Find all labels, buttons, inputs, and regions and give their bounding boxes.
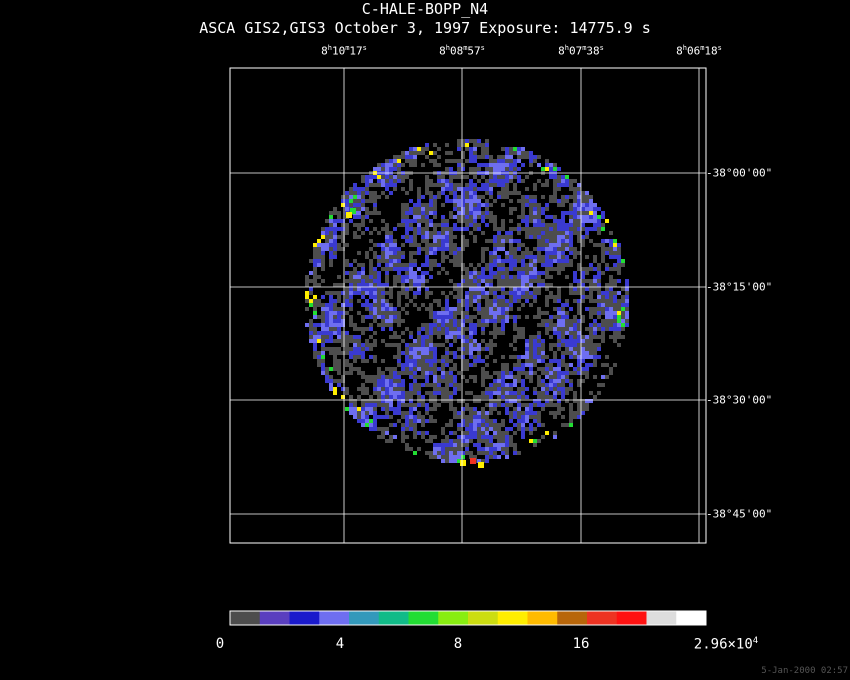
colorbar-label: 16 (572, 636, 590, 652)
xray-image (305, 139, 629, 468)
colorbar-swatch (646, 611, 677, 625)
colorbar-swatch (378, 611, 409, 625)
dec-tick-label: -38°45'00" (706, 507, 773, 521)
ra-tick-label: 8h06m18s (676, 44, 722, 58)
coordinate-grid (230, 68, 706, 543)
colorbar-swatch (676, 611, 707, 625)
dec-tick-label: -38°00'00" (706, 166, 773, 180)
image-title: C-HALE-BOPP_N4 (361, 0, 489, 18)
image-frame (229, 67, 707, 544)
colorbar-swatch (259, 611, 290, 625)
colorbar-swatch (468, 611, 499, 625)
colorbar-swatch (557, 611, 588, 625)
dec-tick-label: -38°15'00" (706, 280, 773, 294)
colorbar-frame (229, 610, 707, 626)
colorbar-label: 8 (453, 636, 463, 652)
colorbar-swatch (587, 611, 618, 625)
colorbar-swatch (289, 611, 320, 625)
colorbar-swatch (230, 611, 261, 625)
colorbar-swatch (319, 611, 350, 625)
timestamp: 5-Jan-2000 02:57 (761, 666, 848, 676)
colorbar-swatch (408, 611, 439, 625)
colorbar-label: 0 (215, 636, 225, 652)
colorbar-swatch (438, 611, 469, 625)
colorbar (229, 610, 707, 626)
dec-tick-label: -38°30'00" (706, 393, 773, 407)
colorbar-swatch (497, 611, 528, 625)
ra-tick-label: 8h10m17s (321, 44, 367, 58)
colorbar-swatch (527, 611, 558, 625)
ra-tick-label: 8h08m57s (439, 44, 485, 58)
ra-tick-label: 8h07m38s (558, 44, 604, 58)
colorbar-swatch (349, 611, 380, 625)
colorbar-max-label: 2.96×104 (693, 636, 759, 653)
image-subtitle: ASCA GIS2,GIS3 October 3, 1997 Exposure:… (199, 19, 651, 37)
colorbar-swatch (616, 611, 647, 625)
colorbar-label: 4 (335, 636, 345, 652)
